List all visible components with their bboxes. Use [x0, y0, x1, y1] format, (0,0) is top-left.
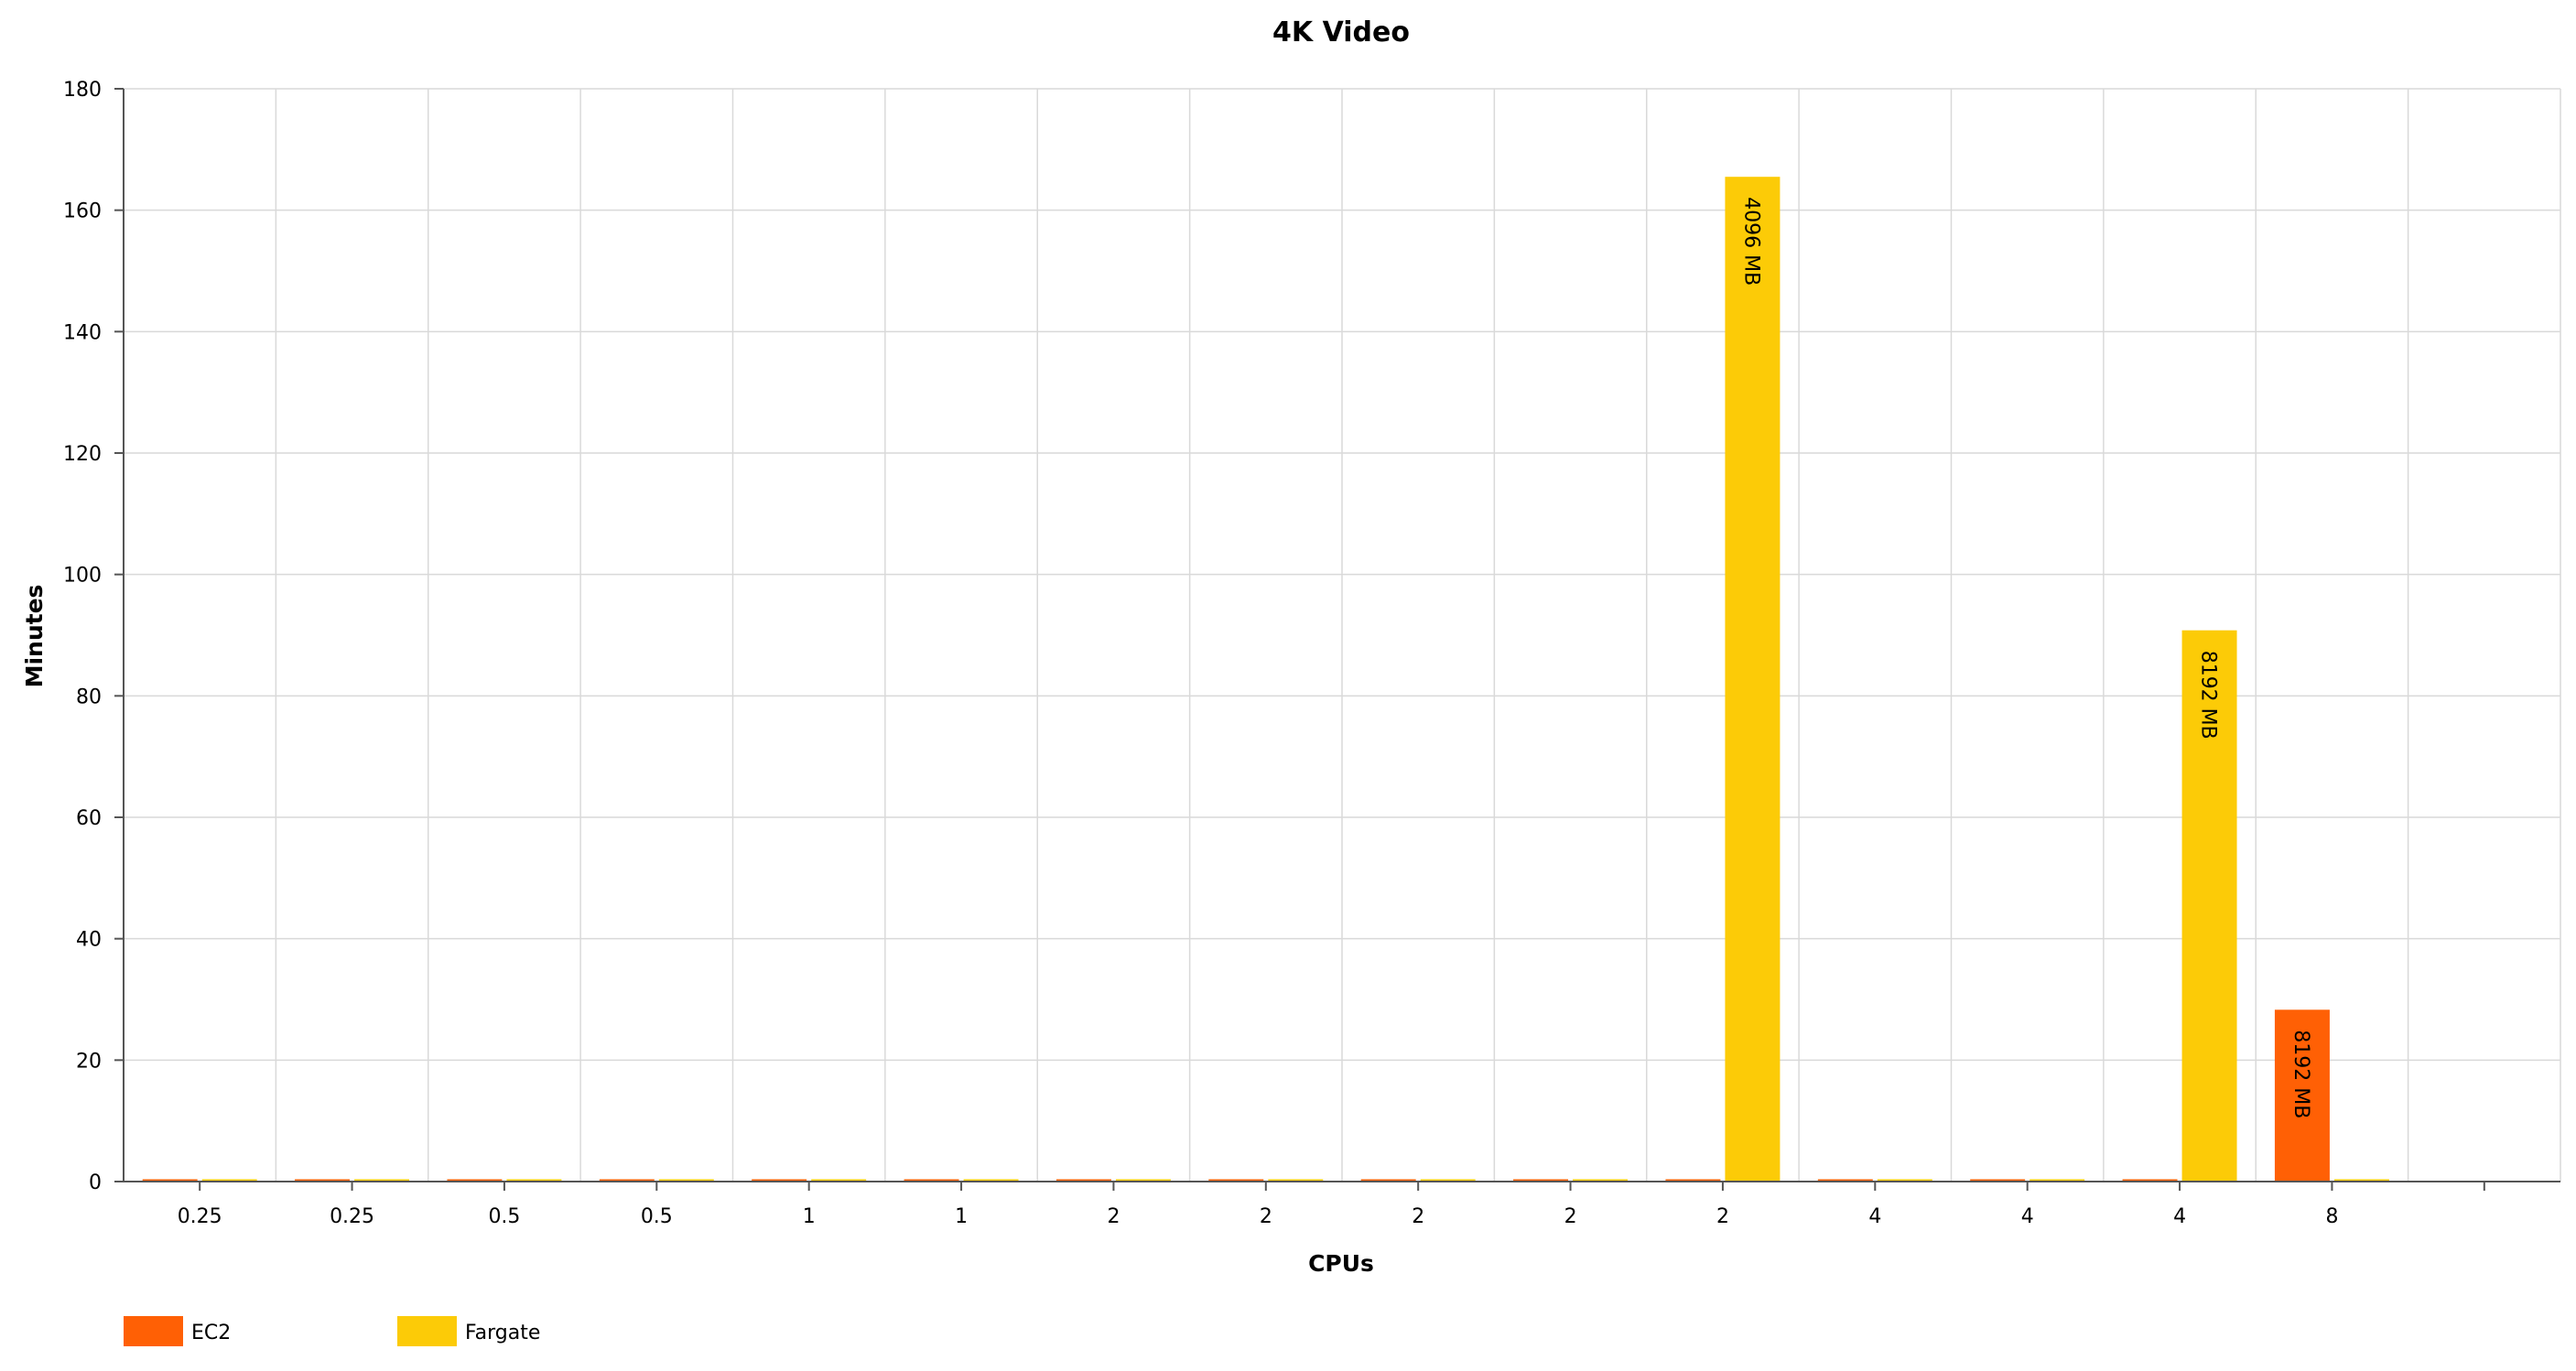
- y-tick-label: 40: [76, 929, 102, 952]
- x-tick-label: 4: [2173, 1205, 2186, 1228]
- x-tick-label: 0.5: [641, 1205, 673, 1228]
- x-axis-title: CPUs: [1308, 1250, 1374, 1277]
- y-tick-label: 20: [76, 1050, 102, 1073]
- legend-label-ec2: EC2: [191, 1322, 231, 1344]
- x-tick-label: 1: [803, 1205, 816, 1228]
- bar-ec2: [295, 1179, 351, 1182]
- bar-fargate: [1725, 177, 1780, 1182]
- bar-value-label: 8192 MB: [2197, 651, 2220, 739]
- bar-fargate: [1268, 1179, 1324, 1182]
- bar-ec2: [1665, 1179, 1721, 1182]
- x-tick-label: 0.5: [488, 1205, 520, 1228]
- bar-value-label: 8192 MB: [2289, 1030, 2312, 1118]
- legend-label-fargate: Fargate: [465, 1322, 540, 1344]
- bar-fargate: [2333, 1179, 2389, 1182]
- legend: EC2 Fargate: [124, 1316, 540, 1346]
- y-tick-label: 180: [63, 79, 102, 102]
- bar-fargate: [1877, 1179, 1932, 1182]
- bar-ec2: [1513, 1179, 1569, 1182]
- bar-fargate: [2029, 1179, 2085, 1182]
- x-tick-label: 8: [2325, 1205, 2338, 1228]
- bar-ec2: [2274, 1009, 2330, 1182]
- bar-ec2: [1208, 1179, 1264, 1182]
- y-tick-label: 120: [63, 443, 102, 466]
- bar-fargate: [1115, 1179, 1171, 1182]
- x-tick-labels: 0.25 0.25 0.5 0.5 1 1 2 2 2 2 2 4 4 4 8: [178, 1205, 2339, 1228]
- y-tick-labels: 0 20 40 60 80 100 120 140 160 180: [63, 79, 102, 1194]
- bar-ec2: [752, 1179, 807, 1182]
- bar-ec2: [1360, 1179, 1416, 1182]
- x-tick-label: 1: [955, 1205, 968, 1228]
- bar-ec2: [1970, 1179, 2026, 1182]
- legend-swatch-fargate: [397, 1316, 457, 1346]
- bar-fargate: [506, 1179, 562, 1182]
- legend-swatch-ec2: [124, 1316, 183, 1346]
- x-tick-label: 4: [2021, 1205, 2034, 1228]
- bar-fargate: [2181, 630, 2237, 1182]
- axes: [114, 88, 2560, 1191]
- x-tick-label: 0.25: [330, 1205, 374, 1228]
- bar-ec2: [1817, 1179, 1873, 1182]
- x-tick-label: 2: [1107, 1205, 1120, 1228]
- grid: [124, 88, 2561, 1182]
- y-tick-label: 160: [63, 200, 102, 223]
- x-tick-label: 2: [1260, 1205, 1272, 1228]
- y-tick-label: 60: [76, 807, 102, 830]
- bar-ec2: [599, 1179, 655, 1182]
- bar-ec2: [904, 1179, 959, 1182]
- x-tick-label: 2: [1564, 1205, 1577, 1228]
- bar-ec2: [447, 1179, 503, 1182]
- x-tick-label: 0.25: [178, 1205, 222, 1228]
- bar-ec2: [2122, 1179, 2178, 1182]
- bar-fargate: [354, 1179, 410, 1182]
- bar-value-label: 4096 MB: [1739, 197, 1762, 286]
- chart-title: 4K Video: [1272, 16, 1410, 49]
- bar-fargate: [1573, 1179, 1629, 1182]
- x-tick-label: 4: [1868, 1205, 1881, 1228]
- x-tick-label: 2: [1716, 1205, 1729, 1228]
- bar-ec2: [1055, 1179, 1111, 1182]
- bar-fargate: [658, 1179, 714, 1182]
- bar-ec2: [142, 1179, 198, 1182]
- y-tick-label: 100: [63, 565, 102, 588]
- y-axis-title: Minutes: [21, 585, 48, 688]
- y-tick-label: 80: [76, 686, 102, 708]
- bar-fargate: [963, 1179, 1019, 1182]
- y-tick-label: 140: [63, 321, 102, 344]
- bar-fargate: [1420, 1179, 1476, 1182]
- x-tick-label: 2: [1412, 1205, 1424, 1228]
- bars: 8192 MB 4096 MB 8192 MB: [142, 177, 2389, 1182]
- bar-fargate: [201, 1179, 257, 1182]
- y-tick-label: 0: [89, 1171, 102, 1194]
- bar-fargate: [811, 1179, 867, 1182]
